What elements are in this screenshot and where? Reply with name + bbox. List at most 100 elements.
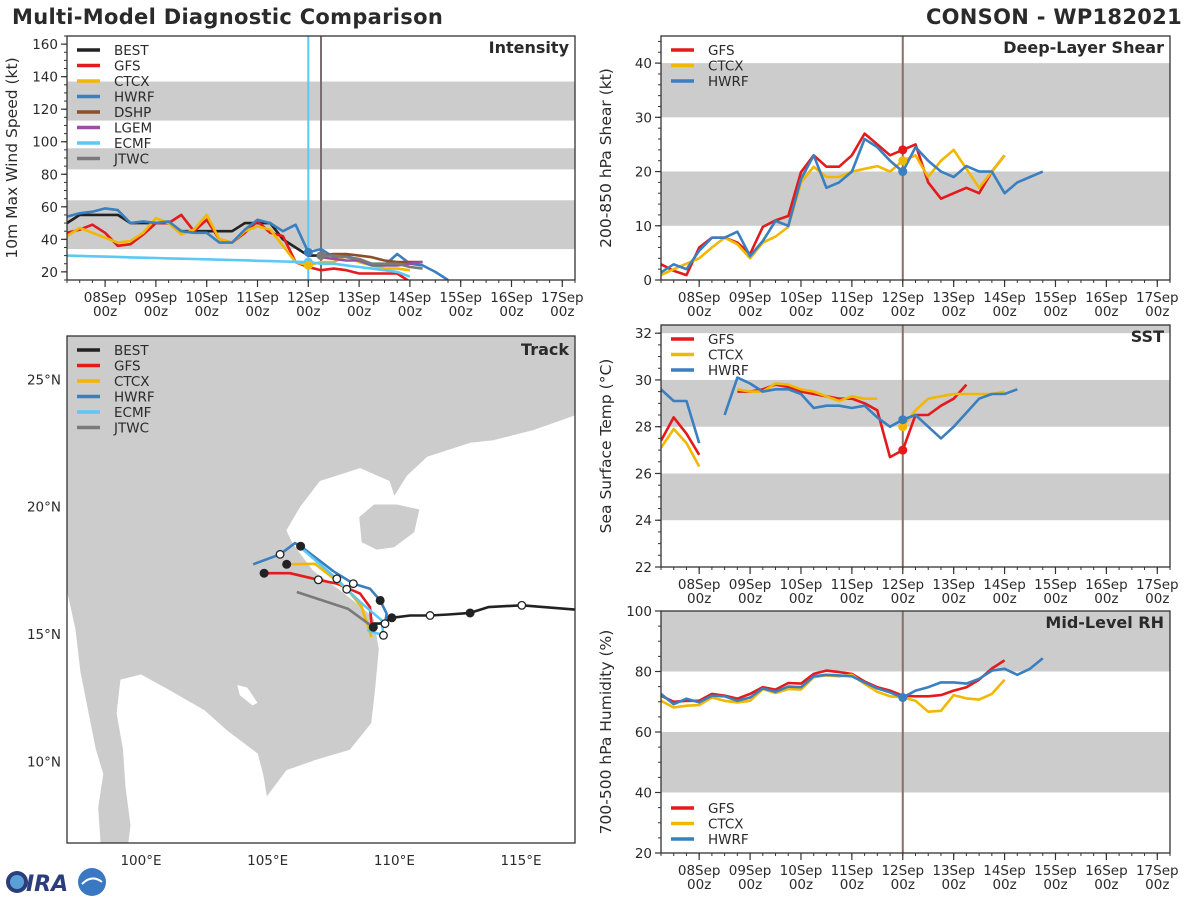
x-tick-hour: 00z [789,304,813,320]
x-tick-day: 09Sep [729,290,772,306]
y-tick-label: 140 [32,70,58,86]
x-tick-hour: 00z [245,304,269,320]
marker-jtwc [316,251,326,261]
track-line-jtwc [296,590,375,629]
x-tick-hour: 00z [1145,591,1169,607]
y-axis-label: 700-500 hPa Humidity (%) [597,630,615,835]
x-tick-day: 13Sep [932,290,975,306]
x-tick-day: 08Sep [84,290,127,306]
series-line-gfs [661,416,701,456]
legend-label: JTWC [113,421,149,437]
storm-id: CONSON - WP182021 [925,5,1182,29]
x-tick-day: 15Sep [1034,577,1077,593]
x-tick-hour: 00z [738,591,762,607]
x-tick-hour: 00z [687,591,711,607]
track-point-open [379,630,388,640]
track-line-gfs [264,571,373,624]
x-tick-day: 08Sep [678,863,721,879]
x-tick-day: 14Sep [389,290,432,306]
legend-label: HWRF [708,363,749,379]
track-line-hwrf [252,541,389,624]
series-line-ctcx [901,390,1005,428]
shaded-band [661,171,1170,226]
x-tick-day: 09Sep [729,863,772,879]
y-tick-label: 160 [32,37,58,53]
x-tick-hour: 00z [942,877,966,893]
y-tick-label: 100 [626,604,652,620]
shaded-band [661,325,1170,334]
x-tick-hour: 00z [942,304,966,320]
legend-label: CTCX [708,817,744,833]
lat-label: 15°N [27,627,61,643]
track-point-open [342,584,352,594]
x-tick-day: 17Sep [1136,863,1179,879]
x-tick-day: 15Sep [1034,863,1077,879]
shaded-band [661,473,1170,521]
panel-title: Deep-Layer Shear [1003,38,1164,57]
marker-hwrf [898,415,908,425]
x-tick-day: 11Sep [236,290,279,306]
y-tick-label: 24 [635,513,652,529]
y-tick-label: 40 [41,232,58,248]
plot-background [661,325,1170,567]
x-tick-hour: 00z [992,877,1016,893]
y-tick-label: 40 [635,56,652,72]
intensity-panel: 2040608010012014016008Sep00z09Sep00z10Se… [3,35,584,320]
y-tick-label: 30 [635,373,652,389]
legend-label: CTCX [114,374,150,390]
x-tick-hour: 00z [93,304,117,320]
x-tick-hour: 00z [1043,591,1067,607]
x-tick-day: 17Sep [1136,290,1179,306]
cira-logo: IRA [6,868,106,897]
x-tick-day: 15Sep [439,290,482,306]
panel-title: Intensity [489,38,570,57]
track-point-filled [387,613,397,623]
x-tick-hour: 00z [891,304,915,320]
track-panel: 100°E 105°E 110°E 115°E 10°N 15°N 20°N 25°N Trac… [27,335,576,869]
x-tick-hour: 00z [789,591,813,607]
marker-gfs [898,445,908,455]
x-tick-day: 13Sep [932,863,975,879]
x-tick-day: 12Sep [287,290,330,306]
panel-title: SST [1131,327,1164,346]
track-point-open [332,574,342,584]
x-tick-hour: 00z [1094,304,1118,320]
x-tick-day: 11Sep [831,290,874,306]
y-tick-label: 60 [635,725,652,741]
series-line-ctcx [661,427,701,468]
y-tick-label: 30 [635,110,652,126]
legend-label: HWRF [708,832,749,848]
x-tick-day: 12Sep [881,863,924,879]
y-tick-label: 80 [41,167,58,183]
series-line-hwrf [661,657,1044,706]
shear-panel: 01020304008Sep00z09Sep00z10Sep00z11Sep00… [597,35,1179,320]
lat-label: 20°N [27,500,61,516]
x-tick-day: 10Sep [780,863,823,879]
x-tick-hour: 00z [398,304,422,320]
x-tick-day: 09Sep [729,577,772,593]
y-tick-label: 40 [635,786,652,802]
y-tick-label: 120 [32,102,58,118]
logo-seal-icon [78,868,106,896]
y-tick-label: 80 [635,665,652,681]
legend-label: BEST [114,343,149,359]
x-tick-hour: 00z [449,304,473,320]
x-tick-hour: 00z [1145,304,1169,320]
panel-title: Track [521,340,569,359]
legend-label: DSHP [114,105,151,121]
series-line-hwrf [661,137,1044,274]
legend-label: JTWC [113,152,149,168]
x-tick-hour: 00z [992,591,1016,607]
y-tick-label: 26 [635,466,652,482]
rh-panel: 2040608010008Sep00z09Sep00z10Sep00z11Sep… [597,604,1179,893]
track-point-filled [296,541,306,551]
legend-label: HWRF [114,390,155,406]
x-tick-day: 10Sep [780,577,823,593]
x-tick-hour: 00z [738,877,762,893]
x-tick-day: 15Sep [1034,290,1077,306]
x-tick-hour: 00z [789,877,813,893]
x-tick-day: 16Sep [1085,577,1128,593]
marker-hwrf [303,247,313,257]
